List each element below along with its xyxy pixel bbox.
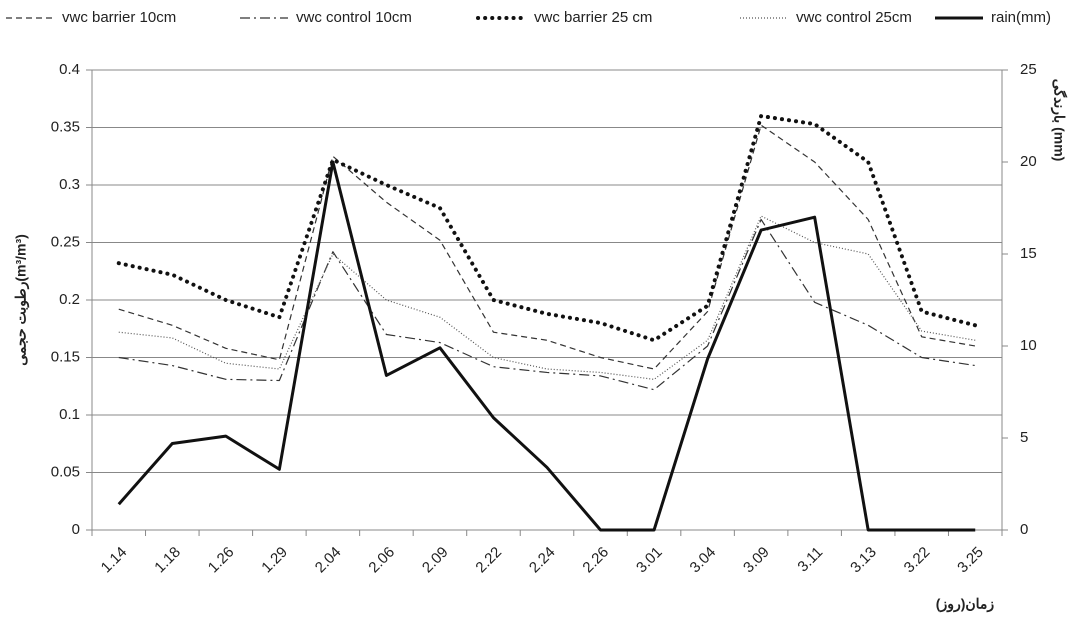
- y-tick-label: 0.3: [59, 176, 80, 193]
- y-tick-label: 0.15: [51, 348, 80, 365]
- y-tick-label: 0: [72, 521, 80, 538]
- x-tick-label: 2.09: [419, 544, 452, 577]
- y2-tick-label: 10: [1020, 337, 1037, 354]
- series-line: [118, 218, 976, 391]
- x-tick-label: 3.01: [633, 544, 666, 577]
- series-line: [118, 124, 976, 370]
- y2-tick-label: 5: [1020, 429, 1028, 446]
- y2-tick-label: 0: [1020, 521, 1028, 538]
- legend-label: vwc barrier 25 cm: [534, 9, 652, 26]
- x-tick-label: 1.18: [151, 544, 184, 577]
- x-tick-label: 3.11: [794, 544, 826, 576]
- y-tick-label: 0.2: [59, 291, 80, 308]
- x-tick-label: 1.26: [205, 544, 238, 577]
- x-tick-label: 3.09: [740, 544, 773, 577]
- x-tick-label: 1.14: [98, 544, 131, 577]
- legend-label: vwc barrier 10cm: [62, 9, 176, 26]
- x-tick-label: 3.25: [954, 544, 987, 577]
- y2-axis-title: بارندگی (mm): [1050, 79, 1067, 162]
- y-tick-label: 0.25: [51, 233, 80, 250]
- y-tick-label: 0.05: [51, 463, 80, 480]
- x-tick-label: 2.26: [579, 544, 612, 577]
- series-line: [116, 114, 978, 343]
- legend-label: vwc control 25cm: [796, 9, 912, 26]
- x-tick-label: 2.06: [365, 544, 398, 577]
- x-tick-label: 3.22: [901, 544, 934, 577]
- x-tick-label: 2.22: [472, 544, 505, 577]
- x-tick-label: 3.13: [847, 544, 880, 577]
- y-tick-label: 0.1: [59, 406, 80, 423]
- y2-tick-label: 25: [1020, 61, 1037, 78]
- y-axis-title: رطوبت حجمی(m³/m³): [13, 234, 30, 366]
- x-axis-title: زمان(روز): [936, 596, 995, 613]
- series-line: [117, 160, 976, 532]
- y-tick-label: 0.35: [51, 118, 80, 135]
- series-line: [118, 215, 976, 380]
- y2-tick-label: 15: [1020, 245, 1037, 262]
- x-tick-label: 1.29: [258, 544, 291, 577]
- y-tick-label: 0.4: [59, 61, 80, 78]
- legend-label: rain(mm): [991, 9, 1051, 26]
- legend-label: vwc control 10cm: [296, 9, 412, 26]
- x-tick-label: 3.04: [687, 544, 720, 577]
- y2-tick-label: 20: [1020, 153, 1037, 170]
- x-tick-label: 2.24: [526, 544, 559, 577]
- x-tick-label: 2.04: [312, 544, 345, 577]
